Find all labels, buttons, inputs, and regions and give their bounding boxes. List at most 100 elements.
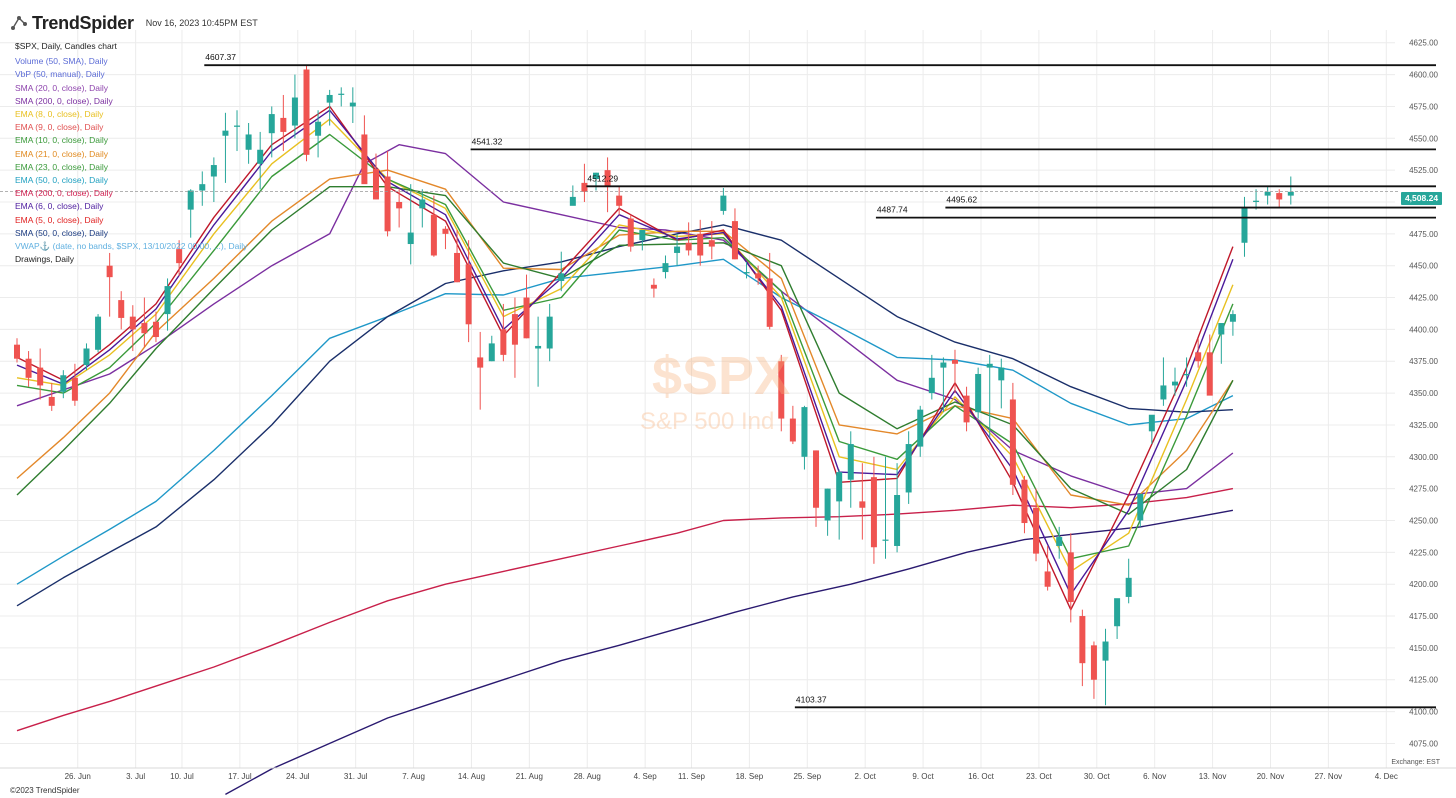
x-tick-label: 16. Oct — [968, 772, 995, 781]
candle-body — [720, 195, 727, 211]
candle-body — [176, 249, 183, 264]
candle-body — [95, 316, 102, 350]
drawn-levels[interactable]: 4607.37 4541.32 4512.29 4495.62 4487.74 4103.… — [0, 52, 1436, 709]
candle-body — [755, 273, 762, 279]
legend-item[interactable]: SMA (200, 0, close), Daily — [15, 95, 113, 106]
candle-body — [384, 176, 391, 232]
indicator-line — [16, 487, 1234, 732]
candle-body — [303, 69, 310, 155]
x-tick-label: 24. Jul — [286, 772, 310, 781]
horizontal-level-label: 4607.37 — [205, 52, 236, 62]
legend-item[interactable]: EMA (9, 0, close), Daily — [15, 122, 104, 133]
candle-body — [813, 450, 820, 508]
legend-item[interactable]: Drawings, Daily — [15, 254, 75, 265]
candle-body — [1056, 537, 1063, 546]
x-tick-label: 10. Jul — [170, 772, 194, 781]
candle-body — [523, 297, 530, 339]
y-tick-label: 4200.00 — [1409, 580, 1438, 589]
candle-body — [650, 284, 657, 289]
candle-body — [731, 221, 738, 260]
candle-body — [917, 409, 924, 447]
candle-body — [511, 314, 518, 345]
candle-body — [604, 170, 611, 187]
y-tick-label: 4250.00 — [1409, 516, 1438, 525]
candle-body — [859, 501, 866, 508]
indicator-legend: $SPX, Daily, Candles chart Volume (50, S… — [15, 40, 247, 266]
candle-body — [1195, 352, 1202, 362]
app-header: TrendSpider Nov 16, 2023 10:45PM EST — [10, 10, 258, 36]
candle-body — [106, 265, 113, 278]
exchange-timezone: Exchange: EST — [1391, 759, 1440, 766]
candle-body — [882, 539, 889, 541]
y-tick-label: 4450.00 — [1409, 262, 1438, 271]
candle-body — [326, 94, 333, 103]
y-tick-label: 4400.00 — [1409, 325, 1438, 334]
candle-body — [419, 199, 426, 209]
x-tick-label: 30. Oct — [1084, 772, 1111, 781]
candle-body — [1206, 352, 1213, 396]
legend-item[interactable]: Volume (50, SMA), Daily — [15, 56, 108, 67]
legend-item[interactable]: EMA (200, 0, close), Daily — [15, 188, 113, 199]
candle-body — [477, 357, 484, 368]
legend-item[interactable]: EMA (5, 0, close), Daily — [15, 214, 104, 225]
legend-item[interactable]: EMA (6, 0, close), Daily — [15, 201, 104, 212]
x-tick-label: 7. Aug — [402, 772, 425, 781]
candle-body — [315, 121, 322, 136]
candle-body — [1090, 645, 1097, 680]
candle-body — [1079, 616, 1086, 664]
legend-item[interactable]: SMA (50, 0, close), Daily — [15, 227, 109, 238]
candle-body — [152, 321, 159, 338]
y-tick-label: 4325.00 — [1409, 421, 1438, 430]
candle-body — [257, 149, 264, 164]
legend-item[interactable]: EMA (10, 0, close), Daily — [15, 135, 109, 146]
candle-body — [1276, 193, 1283, 200]
indicator-line — [16, 224, 1233, 607]
candle-body — [685, 242, 692, 251]
candle-body — [766, 278, 773, 327]
candle-body — [940, 362, 947, 368]
x-tick-label: 14. Aug — [458, 772, 485, 781]
candle-body — [1114, 598, 1121, 627]
candle-body — [1172, 381, 1178, 386]
chart-title[interactable]: $SPX, Daily, Candles chart — [15, 41, 117, 51]
legend-item[interactable]: SMA (20, 0, close), Daily — [15, 82, 109, 93]
candle-body — [998, 367, 1005, 381]
candle-body — [268, 114, 275, 134]
legend-item[interactable]: EMA (23, 0, close), Daily — [15, 161, 109, 172]
x-tick-label: 4. Dec — [1375, 772, 1398, 781]
candle-body — [801, 407, 808, 457]
horizontal-level-label: 4103.37 — [796, 694, 827, 704]
chart-grid — [0, 30, 1395, 768]
candle-body — [361, 134, 368, 185]
candle-body — [1229, 314, 1236, 322]
horizontal-level-label: 4495.62 — [946, 195, 977, 205]
legend-item[interactable]: EMA (50, 0, close), Daily — [15, 175, 109, 186]
legend-item[interactable]: VWAP⚓ (date, no bands, $SPX, 13/10/2022 … — [15, 241, 248, 252]
candle-body — [1009, 399, 1016, 485]
candle-body — [210, 165, 217, 177]
legend-item[interactable]: VbP (50, manual), Daily — [15, 69, 105, 80]
candle-body — [396, 201, 403, 209]
y-tick-label: 4525.00 — [1409, 166, 1438, 175]
y-tick-label: 4075.00 — [1409, 739, 1438, 748]
candle-body — [37, 367, 44, 386]
legend-item[interactable]: EMA (21, 0, close), Daily — [15, 148, 109, 159]
candle-body — [488, 343, 495, 362]
y-tick-label: 4100.00 — [1409, 708, 1438, 717]
candle-body — [1241, 207, 1248, 243]
candle-body — [558, 273, 565, 281]
legend-item[interactable]: EMA (8, 0, close), Daily — [15, 109, 104, 120]
candle-body — [616, 195, 623, 206]
candle-body — [847, 444, 854, 480]
candle-body — [1183, 373, 1190, 376]
x-tick-label: 28. Aug — [574, 772, 601, 781]
candles — [14, 65, 1294, 706]
x-tick-label: 3. Jul — [126, 772, 145, 781]
indicator-line — [16, 258, 1234, 585]
indicator-line — [16, 133, 1234, 560]
candle-body — [662, 263, 669, 273]
candle-body — [894, 495, 901, 546]
trendspider-logo-icon — [11, 16, 27, 30]
copyright: ©2023 TrendSpider — [10, 786, 80, 795]
candle-body — [245, 134, 252, 150]
